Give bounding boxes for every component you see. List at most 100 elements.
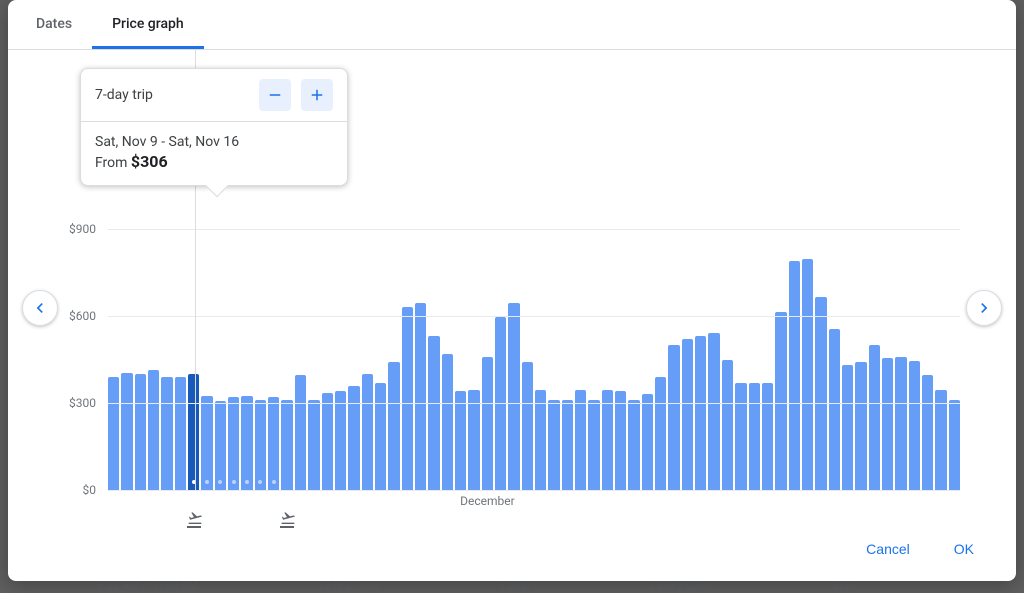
price-bar[interactable] (108, 377, 119, 490)
price-bar[interactable] (562, 400, 573, 490)
price-bar[interactable] (869, 345, 880, 490)
price-bar[interactable] (295, 375, 306, 490)
tab-price-graph[interactable]: Price graph (92, 0, 204, 49)
trip-range-dot (258, 480, 262, 484)
gridline (108, 229, 960, 230)
trip-price: $306 (131, 152, 168, 171)
gridline (108, 490, 960, 491)
modal-content: 7-day trip Sat, Nov 9 - Sat, Nov 16 From… (8, 50, 1016, 521)
price-bar[interactable] (935, 390, 946, 490)
trip-length-stepper (259, 79, 333, 111)
y-tick-label: $600 (69, 309, 96, 323)
depart-plane-icon (187, 510, 203, 526)
price-bar[interactable] (455, 391, 466, 490)
price-bar[interactable] (535, 390, 546, 490)
price-bar[interactable] (135, 374, 146, 490)
price-bar[interactable] (308, 400, 319, 490)
trip-length-label: 7-day trip (95, 87, 153, 103)
price-bar[interactable] (815, 297, 826, 490)
price-bar[interactable] (148, 370, 159, 490)
trip-range-dot (272, 480, 276, 484)
price-bar[interactable] (228, 397, 239, 490)
price-bar[interactable] (775, 312, 786, 490)
price-bar[interactable] (842, 365, 853, 490)
price-bar[interactable] (762, 383, 773, 490)
scroll-right-button[interactable] (966, 290, 1002, 326)
price-bar[interactable] (175, 377, 186, 490)
price-bar[interactable] (655, 377, 666, 490)
price-bar[interactable] (909, 361, 920, 490)
price-bar[interactable] (508, 303, 519, 490)
tab-dates[interactable]: Dates (16, 0, 92, 49)
price-bar[interactable] (722, 360, 733, 491)
price-bar[interactable] (922, 375, 933, 490)
price-bar[interactable] (588, 400, 599, 490)
price-bar[interactable] (735, 383, 746, 490)
price-bar[interactable] (442, 354, 453, 490)
price-bar[interactable] (468, 390, 479, 490)
decrease-days-button[interactable] (259, 79, 291, 111)
price-bar[interactable] (482, 357, 493, 490)
price-bar[interactable] (949, 400, 960, 490)
trip-range-dot (205, 480, 209, 484)
price-bar[interactable] (268, 397, 279, 490)
price-bar[interactable] (161, 377, 172, 490)
gridline (108, 403, 960, 404)
price-bar[interactable] (335, 391, 346, 490)
price-bar[interactable] (682, 339, 693, 490)
price-bar[interactable] (402, 307, 413, 490)
price-bar[interactable] (882, 358, 893, 490)
price-bar[interactable] (362, 374, 373, 490)
price-bar[interactable] (802, 259, 813, 490)
price-bar[interactable] (201, 396, 212, 490)
background-result-row: 8:22 AM – 11:50 PM 12 hr 27 min 1 stop 2… (8, 579, 1016, 593)
y-axis: $0$300$600$900 (64, 200, 104, 490)
price-bar[interactable] (548, 400, 559, 490)
price-bar[interactable] (615, 391, 626, 490)
price-bar[interactable] (322, 393, 333, 490)
price-bar[interactable] (375, 383, 386, 490)
scroll-left-button[interactable] (22, 290, 58, 326)
price-bar[interactable] (855, 362, 866, 490)
price-bar[interactable] (121, 373, 132, 490)
price-bar[interactable] (668, 345, 679, 490)
y-tick-label: $0 (83, 483, 97, 497)
price-bar[interactable] (241, 396, 252, 490)
price-bar[interactable] (428, 336, 439, 490)
price-bar[interactable] (388, 362, 399, 490)
x-month-label: December (460, 494, 515, 508)
price-bar[interactable] (281, 400, 292, 490)
price-bar[interactable] (215, 401, 226, 490)
price-bar[interactable] (895, 357, 906, 490)
price-bar[interactable] (348, 386, 359, 490)
chart-plot-area[interactable] (108, 200, 960, 490)
price-bar[interactable] (708, 333, 719, 490)
trip-from-line: From $306 (95, 152, 333, 171)
minus-icon (266, 86, 284, 104)
plus-icon (308, 86, 326, 104)
price-bar[interactable] (255, 400, 266, 490)
price-bar[interactable] (642, 394, 653, 490)
y-tick-label: $900 (69, 222, 96, 236)
trip-range-dot (245, 480, 249, 484)
y-tick-label: $300 (69, 396, 96, 410)
price-bar[interactable] (522, 362, 533, 490)
trip-card-body: Sat, Nov 9 - Sat, Nov 16 From $306 (81, 122, 347, 185)
price-graph-modal: Dates Price graph 7-day trip Sat, Nov 9 … (8, 0, 1016, 581)
price-bar[interactable] (829, 329, 840, 490)
price-bar[interactable] (602, 390, 613, 490)
price-bar[interactable] (415, 303, 426, 490)
chevron-right-icon (974, 298, 994, 318)
tab-bar: Dates Price graph (8, 0, 1016, 50)
chevron-left-icon (30, 298, 50, 318)
trip-date-range: Sat, Nov 9 - Sat, Nov 16 (95, 134, 333, 150)
price-bar[interactable] (575, 390, 586, 490)
trip-range-dot (232, 480, 236, 484)
increase-days-button[interactable] (301, 79, 333, 111)
price-bar[interactable] (789, 261, 800, 490)
price-bar[interactable] (749, 383, 760, 490)
x-axis: December (108, 490, 960, 540)
price-bar[interactable] (628, 400, 639, 490)
price-bar[interactable] (695, 336, 706, 490)
trip-range-dot (218, 480, 222, 484)
